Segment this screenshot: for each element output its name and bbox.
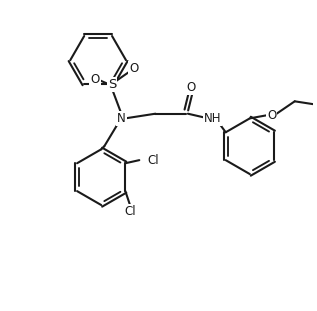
Text: O: O — [129, 62, 138, 75]
Text: O: O — [267, 109, 276, 122]
Text: O: O — [186, 81, 196, 94]
Text: O: O — [90, 73, 100, 86]
Text: S: S — [108, 78, 116, 91]
Text: Cl: Cl — [124, 205, 136, 218]
Text: NH: NH — [204, 112, 222, 125]
Text: N: N — [117, 112, 126, 125]
Text: Cl: Cl — [147, 154, 158, 167]
